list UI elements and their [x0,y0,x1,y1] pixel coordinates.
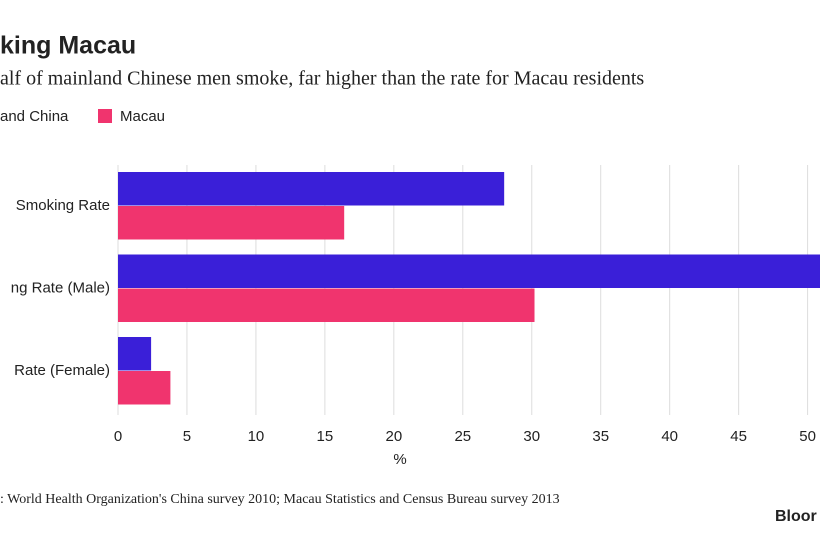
bar [118,288,535,322]
bar [118,206,345,240]
chart-subtitle: alf of mainland Chinese men smoke, far h… [0,68,644,90]
legend-swatch [98,109,112,123]
y-tick-label: ng Rate (Male) [11,279,110,296]
bar [118,337,152,371]
y-tick-label: Rate (Female) [14,362,110,379]
x-tick-label: 10 [248,428,265,445]
chart-title: king Macau [0,32,136,60]
x-tick-label: 5 [183,428,191,445]
x-tick-label: 0 [114,428,122,445]
bar [118,172,505,206]
x-tick-label: 30 [523,428,540,445]
x-tick-label: 35 [592,428,609,445]
brand: Bloor [775,508,817,525]
x-tick-label: 45 [730,428,747,445]
x-tick-label: 25 [454,428,471,445]
legend-label: and China [0,108,69,125]
x-axis-label: % [393,451,406,468]
legend-label: Macau [120,108,165,125]
y-tick-label: Smoking Rate [16,197,110,214]
x-tick-label: 20 [385,428,402,445]
x-tick-label: 40 [661,428,678,445]
source: : World Health Organization's China surv… [0,492,560,507]
x-tick-label: 50 [799,428,816,445]
bar [118,371,171,405]
bar [118,254,820,288]
x-tick-label: 15 [317,428,334,445]
